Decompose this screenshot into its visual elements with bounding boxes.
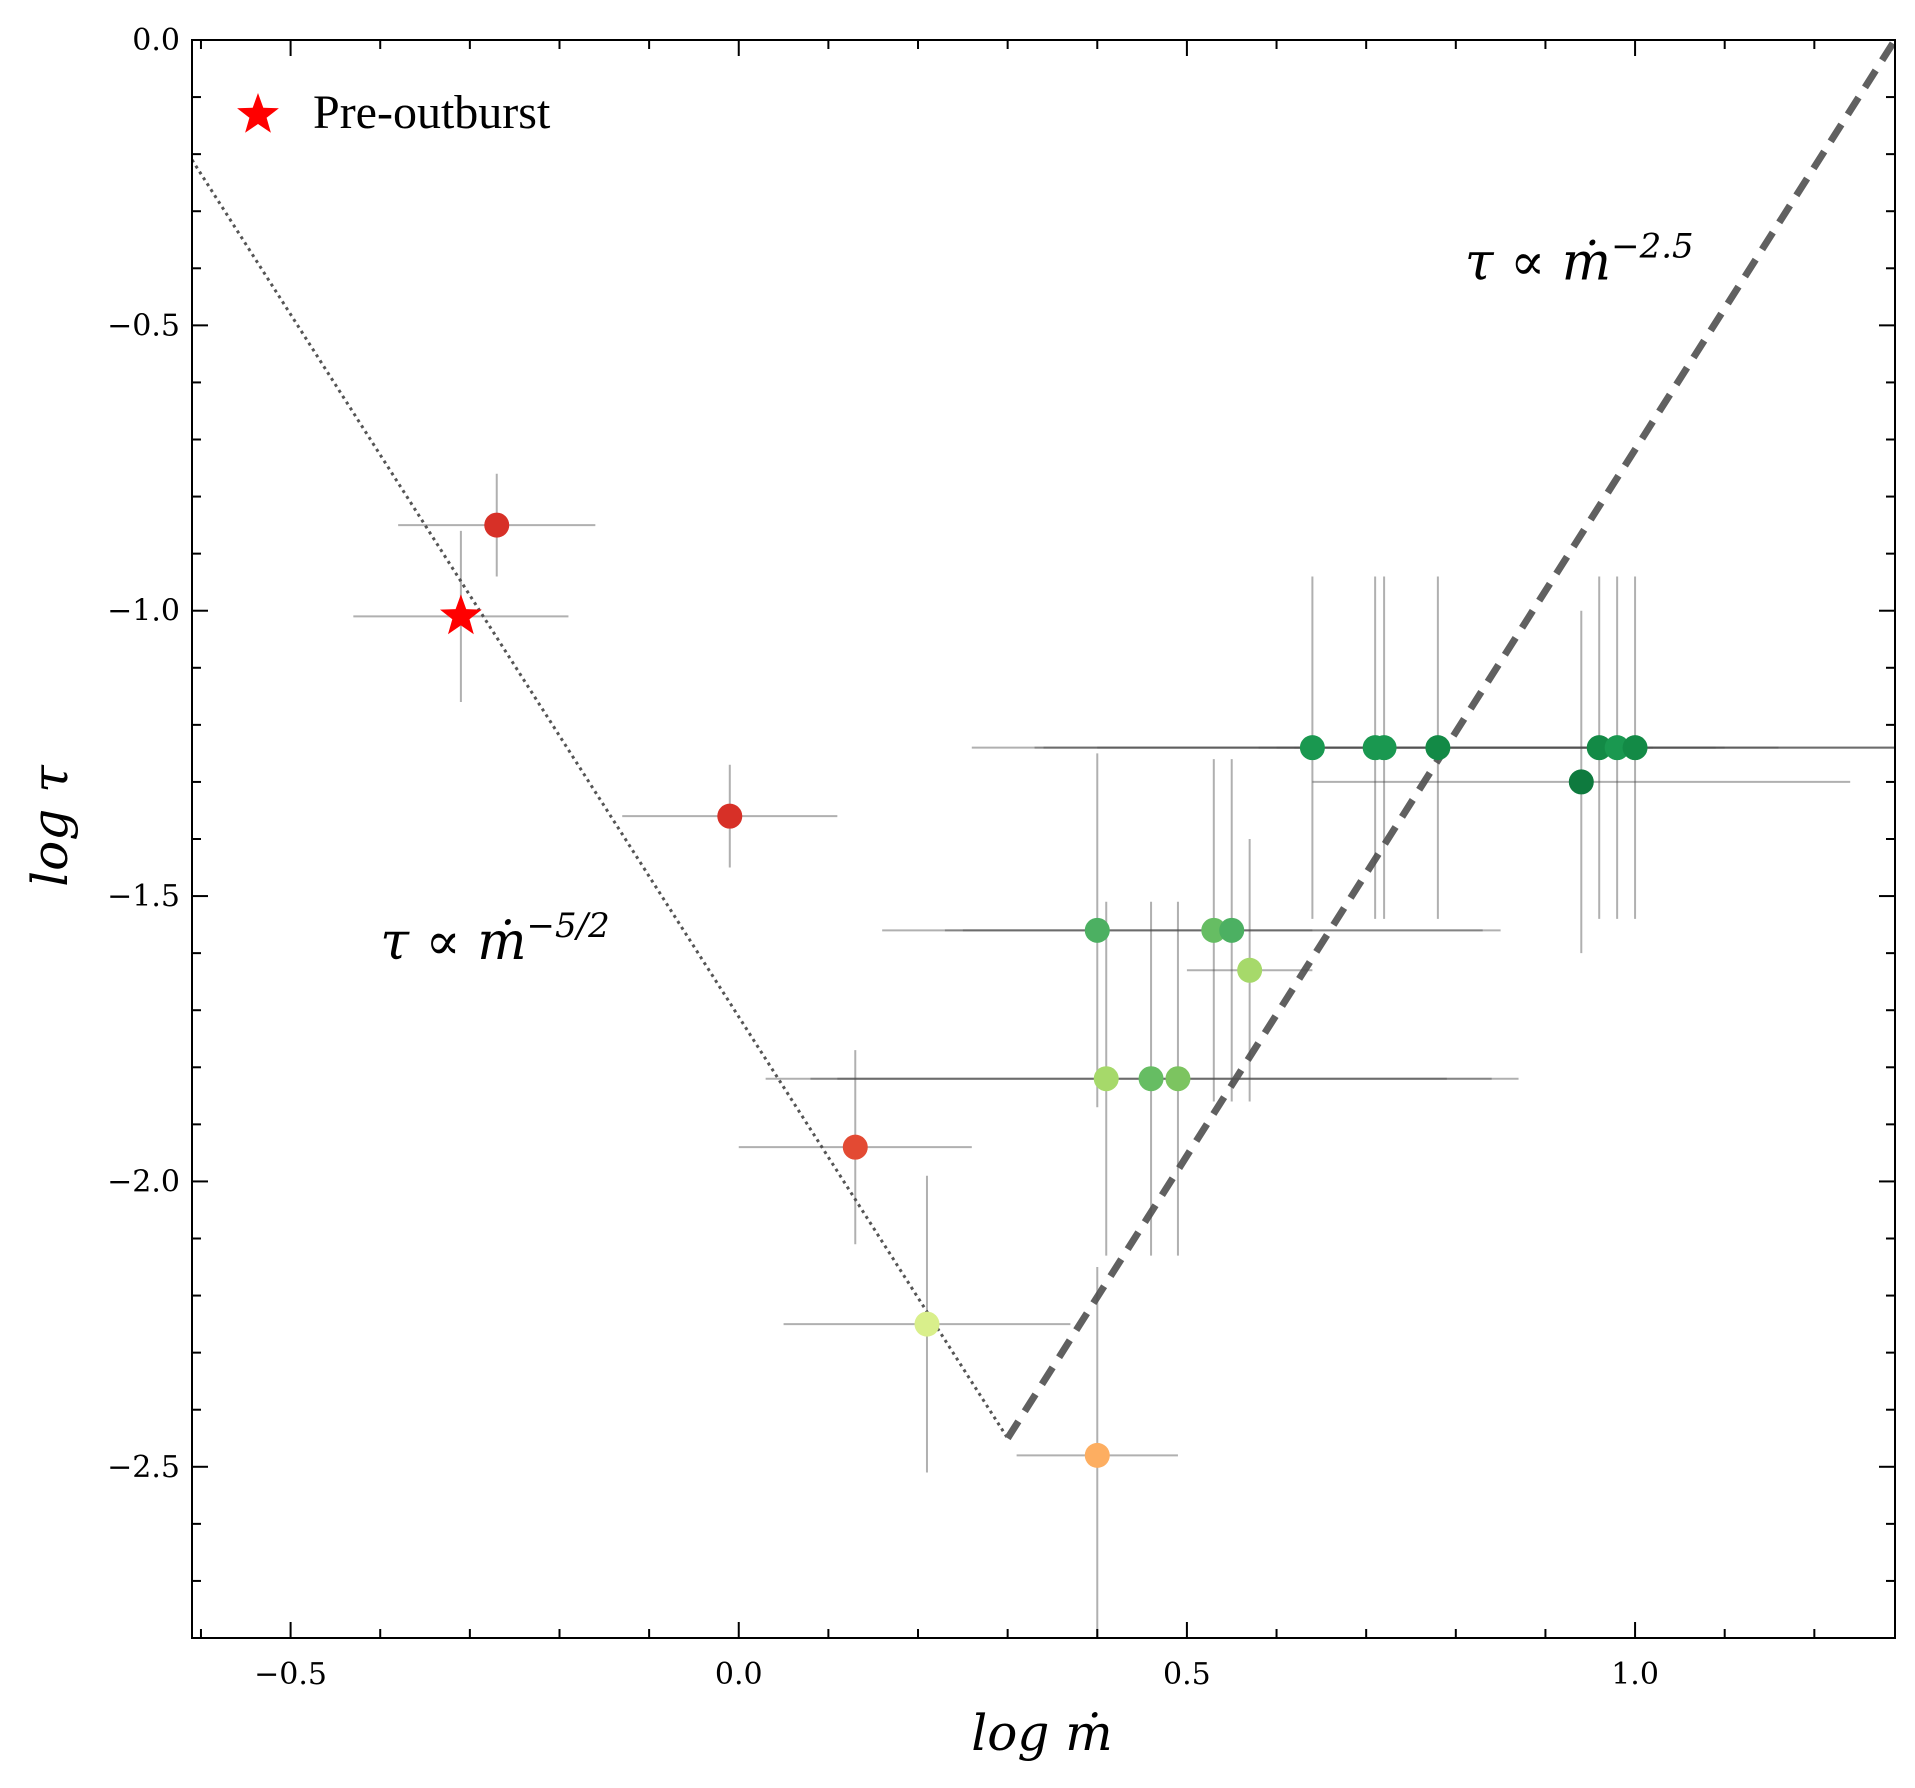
annotation-dashed-exponent: −2.5 — [1611, 227, 1694, 267]
data-point-marker — [1138, 1066, 1164, 1092]
x-tick-label: −0.5 — [254, 1657, 327, 1692]
data-point-marker — [1568, 769, 1594, 795]
annotation-dotted-base: τ ∝ ṁ — [380, 912, 526, 972]
data-point-marker — [1425, 735, 1451, 761]
x-tick-label: 1.0 — [1611, 1657, 1659, 1692]
data-point-marker — [842, 1134, 868, 1160]
x-axis-title: log ṁ — [971, 1704, 1112, 1762]
legend-star-icon — [237, 93, 279, 133]
data-point-marker — [1165, 1066, 1191, 1092]
y-tick-label: 0.0 — [132, 23, 180, 58]
reference-line-dotted — [192, 159, 1009, 1440]
x-tick-label: 0.0 — [715, 1657, 763, 1692]
data-point-marker — [717, 803, 743, 829]
annotation-dashed-base: τ ∝ ṁ — [1465, 233, 1611, 293]
data-point-marker — [1219, 917, 1245, 943]
y-tick-label: −2.5 — [107, 1450, 180, 1485]
plot-area — [192, 40, 1895, 1638]
pre-outburst-star-marker — [440, 594, 482, 635]
legend-label: Pre-outburst — [313, 86, 551, 139]
data-point-marker — [1084, 917, 1110, 943]
data-point-marker — [484, 512, 510, 538]
axis-ticks: −0.5 0.0 0.5 1.0 0.0 −0.5 −1.0 −1.5 −2.0 −2.5 — [107, 23, 1895, 1692]
data-point-marker — [914, 1311, 940, 1337]
y-tick-label: −0.5 — [107, 308, 180, 343]
data-point-marker — [1201, 917, 1227, 943]
annotation-dashed: τ ∝ ṁ−2.5 — [1465, 227, 1694, 293]
data-point-marker — [1084, 1442, 1110, 1468]
annotation-dotted-exponent: −5/2 — [527, 906, 610, 946]
y-axis-title: log τ — [21, 764, 79, 887]
data-point-marker — [1622, 735, 1648, 761]
y-tick-label: −1.0 — [107, 594, 180, 629]
data-point-marker — [1299, 735, 1325, 761]
data-point-marker — [1604, 735, 1630, 761]
reference-line-dashed — [1004, 40, 1895, 1441]
data-point-marker — [1586, 735, 1612, 761]
annotation-dotted: τ ∝ ṁ−5/2 — [380, 906, 610, 972]
x-tick-label: 0.5 — [1163, 1657, 1211, 1692]
y-tick-label: −1.5 — [107, 879, 180, 914]
data-point-marker — [1093, 1066, 1119, 1092]
legend: Pre-outburst — [237, 86, 551, 139]
y-tick-label: −2.0 — [107, 1164, 180, 1199]
data-point-marker — [1371, 735, 1397, 761]
data-point-marker — [1237, 957, 1263, 983]
